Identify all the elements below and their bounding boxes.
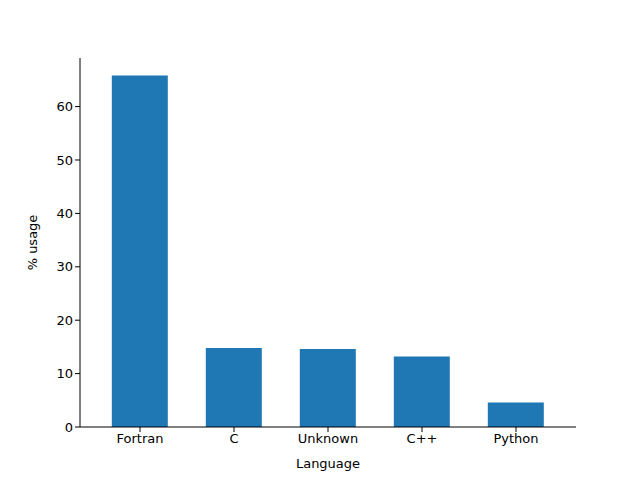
svg-text:0: 0: [65, 420, 73, 435]
svg-text:20: 20: [56, 313, 73, 328]
svg-text:50: 50: [56, 153, 73, 168]
svg-text:Unknown: Unknown: [298, 431, 358, 446]
svg-text:10: 10: [56, 366, 73, 381]
svg-text:Python: Python: [493, 431, 538, 446]
svg-text:C: C: [229, 431, 238, 446]
svg-text:40: 40: [56, 206, 73, 221]
svg-text:% usage: % usage: [25, 215, 40, 271]
svg-text:C++: C++: [407, 431, 438, 446]
svg-text:30: 30: [56, 259, 73, 274]
svg-text:60: 60: [56, 99, 73, 114]
svg-text:Language: Language: [296, 456, 360, 471]
svg-text:Fortran: Fortran: [117, 431, 164, 446]
